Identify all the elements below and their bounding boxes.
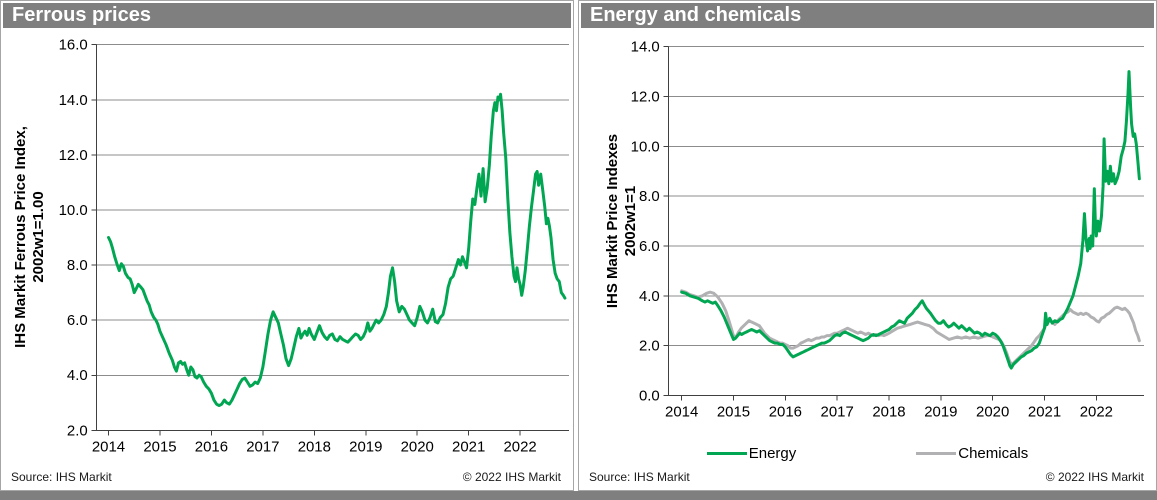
svg-text:2022: 2022 bbox=[1080, 403, 1113, 420]
svg-text:2022: 2022 bbox=[504, 438, 537, 455]
svg-text:2021: 2021 bbox=[452, 438, 485, 455]
legend-item-chemicals: Chemicals bbox=[916, 445, 1028, 462]
ferrous-prices-panel: Ferrous prices IHS Markit Ferrous Price … bbox=[0, 0, 574, 491]
energy-chemicals-panel: Energy and chemicals IHS Markit Price In… bbox=[578, 0, 1157, 491]
legend-item-energy: Energy bbox=[706, 445, 797, 462]
svg-text:2015: 2015 bbox=[717, 403, 750, 420]
svg-text:2014: 2014 bbox=[92, 438, 125, 455]
svg-text:2019: 2019 bbox=[349, 438, 382, 455]
energy-panel-title: Energy and chemicals bbox=[581, 3, 1154, 28]
svg-text:8.0: 8.0 bbox=[67, 257, 88, 274]
energy-panel-footer: Source: IHS Markit © 2022 IHS Markit bbox=[589, 470, 1144, 484]
svg-text:2017: 2017 bbox=[821, 403, 854, 420]
svg-text:0.0: 0.0 bbox=[639, 387, 660, 404]
svg-text:6.0: 6.0 bbox=[639, 238, 660, 255]
svg-text:6.0: 6.0 bbox=[67, 312, 88, 329]
chart-legend: Energy Chemicals bbox=[579, 445, 1156, 462]
energy-copyright-text: © 2022 IHS Markit bbox=[1045, 470, 1144, 484]
bottom-gray-bar bbox=[0, 491, 1157, 500]
svg-text:10.0: 10.0 bbox=[631, 138, 660, 155]
svg-text:2018: 2018 bbox=[298, 438, 331, 455]
legend-label-energy: Energy bbox=[748, 445, 797, 462]
svg-text:14.0: 14.0 bbox=[631, 39, 660, 56]
svg-text:12.0: 12.0 bbox=[631, 88, 660, 105]
svg-text:10.0: 10.0 bbox=[59, 202, 88, 219]
svg-text:2020: 2020 bbox=[401, 438, 434, 455]
svg-text:14.0: 14.0 bbox=[59, 92, 88, 109]
svg-text:2018: 2018 bbox=[872, 403, 905, 420]
svg-text:2016: 2016 bbox=[195, 438, 228, 455]
ferrous-panel-title: Ferrous prices bbox=[3, 3, 571, 28]
svg-text:2014: 2014 bbox=[665, 403, 698, 420]
svg-text:2.0: 2.0 bbox=[67, 422, 88, 439]
svg-text:2.0: 2.0 bbox=[639, 338, 660, 355]
legend-label-chemicals: Chemicals bbox=[958, 445, 1029, 462]
svg-text:8.0: 8.0 bbox=[639, 188, 660, 205]
ferrous-panel-footer: Source: IHS Markit © 2022 IHS Markit bbox=[11, 470, 561, 484]
ferrous-source-text: Source: IHS Markit bbox=[11, 470, 112, 484]
energy-chemicals-line-chart: 0.0 2.0 4.0 6.0 8.0 10.0 12.0 14.0 2014 2015 2016 2… bbox=[631, 39, 1145, 420]
svg-text:2021: 2021 bbox=[1028, 403, 1061, 420]
svg-text:16.0: 16.0 bbox=[59, 37, 88, 54]
svg-text:4.0: 4.0 bbox=[639, 288, 660, 305]
energy-source-text: Source: IHS Markit bbox=[589, 470, 690, 484]
svg-text:12.0: 12.0 bbox=[59, 147, 88, 164]
ferrous-line-chart: 2.0 4.0 6.0 8.0 10.0 12.0 14.0 16.0 2014 2015 2016… bbox=[59, 37, 570, 455]
ferrous-copyright-text: © 2022 IHS Markit bbox=[462, 470, 561, 484]
svg-text:2016: 2016 bbox=[769, 403, 802, 420]
svg-text:2019: 2019 bbox=[924, 403, 957, 420]
svg-text:2020: 2020 bbox=[976, 403, 1009, 420]
svg-text:2017: 2017 bbox=[246, 438, 279, 455]
svg-text:2015: 2015 bbox=[143, 438, 176, 455]
energy-line-swatch bbox=[706, 452, 747, 455]
svg-text:4.0: 4.0 bbox=[67, 367, 88, 384]
chemicals-line-swatch bbox=[916, 452, 957, 455]
